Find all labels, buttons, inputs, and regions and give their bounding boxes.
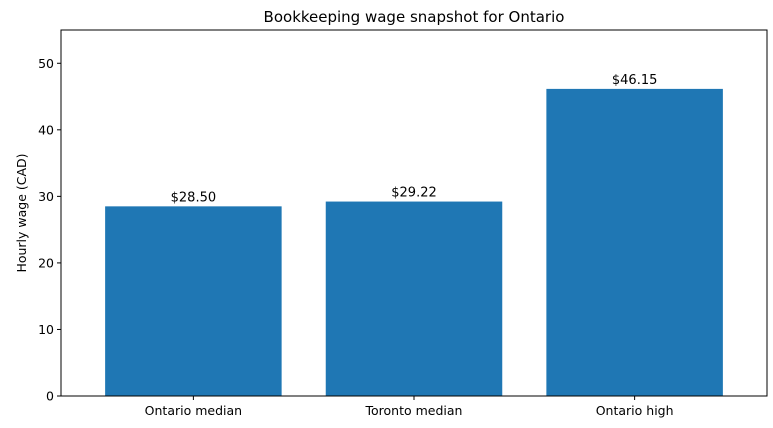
y-axis-label: Hourly wage (CAD) bbox=[14, 153, 29, 272]
x-tick-label-toronto-median: Toronto median bbox=[365, 403, 463, 418]
y-ticks-group: 0 10 20 30 40 50 bbox=[38, 56, 61, 404]
y-tick-label-40: 40 bbox=[38, 122, 54, 137]
bar-ontario-median bbox=[105, 206, 282, 396]
chart-title: Bookkeeping wage snapshot for Ontario bbox=[264, 8, 565, 26]
y-tick-label-50: 50 bbox=[38, 56, 54, 71]
bar-toronto-median bbox=[325, 201, 503, 396]
data-labels-group: $28.50 $29.22 $46.15 bbox=[171, 73, 658, 205]
data-label-ontario-high: $46.15 bbox=[612, 73, 658, 88]
y-tick-label-0: 0 bbox=[46, 389, 54, 404]
bar-ontario-high bbox=[546, 88, 723, 396]
bars-group bbox=[105, 88, 723, 396]
x-tick-label-ontario-high: Ontario high bbox=[596, 403, 674, 418]
data-label-ontario-median: $28.50 bbox=[171, 190, 217, 205]
y-tick-label-20: 20 bbox=[38, 255, 54, 270]
plot-frame bbox=[60, 29, 768, 397]
y-tick-label-10: 10 bbox=[38, 322, 54, 337]
x-tick-label-ontario-median: Ontario median bbox=[145, 403, 242, 418]
data-label-toronto-median: $29.22 bbox=[391, 186, 437, 201]
y-tick-label-30: 30 bbox=[38, 189, 54, 204]
x-ticks-group: Ontario median Toronto median Ontario high bbox=[145, 396, 674, 418]
